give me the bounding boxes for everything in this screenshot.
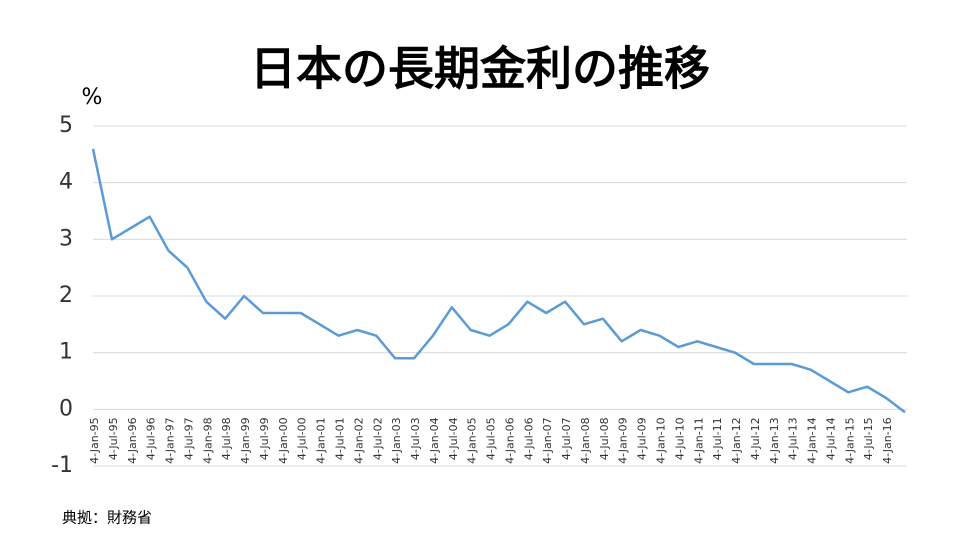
- y-tick-label: 2: [59, 283, 73, 308]
- x-tick-label: 4-Jul-02: [371, 417, 384, 460]
- x-tick-label: 4-Jul-07: [560, 417, 573, 460]
- x-tick-label: 4-Jan-16: [881, 417, 894, 464]
- x-tick-label: 4-Jan-02: [352, 417, 365, 464]
- x-tick-label: 4-Jul-13: [787, 417, 800, 460]
- x-tick-label: 4-Jul-95: [107, 417, 120, 460]
- x-tick-label: 4-Jan-11: [692, 417, 705, 464]
- x-tick-label: 4-Jan-04: [428, 417, 441, 464]
- x-tick-label: 4-Jul-96: [145, 417, 158, 460]
- x-tick-label: 4-Jul-14: [824, 417, 837, 460]
- x-tick-label: 4-Jul-11: [711, 417, 724, 460]
- x-tick-label: 4-Jul-04: [447, 417, 460, 460]
- x-tick-label: 4-Jul-15: [862, 417, 875, 460]
- x-tick-label: 4-Jan-96: [126, 417, 139, 464]
- x-tick-label: 4-Jul-97: [182, 417, 195, 460]
- x-tick-label: 4-Jan-99: [239, 417, 252, 464]
- x-tick-label: 4-Jul-06: [522, 417, 535, 460]
- data-line: [91, 148, 906, 414]
- x-tick-label: 4-Jan-03: [390, 417, 403, 464]
- x-tick-label: 4-Jan-95: [88, 417, 101, 464]
- x-tick-label: 4-Jan-15: [843, 417, 856, 464]
- y-tick-label: 1: [59, 340, 73, 365]
- y-tick-label: 4: [59, 170, 73, 195]
- x-tick-label: 4-Jan-14: [806, 417, 819, 464]
- x-tick-label: 4-Jul-08: [598, 417, 611, 460]
- source-note: 典拠：財務省: [62, 509, 152, 527]
- x-tick-label: 4-Jul-09: [636, 417, 649, 460]
- x-tick-label: 4-Jan-97: [164, 417, 177, 464]
- x-tick-label: 4-Jan-07: [541, 417, 554, 464]
- x-tick-label: 4-Jan-08: [579, 417, 592, 464]
- y-tick-label: 5: [59, 113, 73, 138]
- x-tick-label: 4-Jan-01: [315, 417, 328, 464]
- x-tick-label: 4-Jan-05: [466, 417, 479, 464]
- x-tick-label: 4-Jan-09: [617, 417, 630, 464]
- y-unit: %: [82, 85, 103, 110]
- x-tick-label: 4-Jul-99: [258, 417, 271, 460]
- chart-title: 日本の長期金利の推移: [250, 42, 710, 96]
- x-tick-label: 4-Jul-03: [409, 417, 422, 460]
- x-tick-label: 4-Jul-98: [220, 417, 233, 460]
- x-tick-label: 4-Jan-10: [655, 417, 668, 464]
- x-tick-label: 4-Jan-12: [730, 417, 743, 464]
- y-tick-label: -1: [51, 453, 73, 478]
- x-tick-label: 4-Jan-06: [503, 417, 516, 464]
- x-tick-label: 4-Jan-98: [201, 417, 214, 464]
- x-tick-label: 4-Jan-13: [768, 417, 781, 464]
- x-tick-label: 4-Jul-01: [333, 417, 346, 460]
- x-tick-label: 4-Jul-12: [749, 417, 762, 460]
- y-tick-label: 3: [59, 226, 73, 251]
- x-tick-label: 4-Jan-00: [277, 417, 290, 464]
- x-tick-label: 4-Jul-00: [296, 417, 309, 460]
- y-tick-label: 0: [59, 396, 73, 421]
- x-tick-label: 4-Jul-10: [673, 417, 686, 460]
- x-tick-label: 4-Jul-05: [485, 417, 498, 460]
